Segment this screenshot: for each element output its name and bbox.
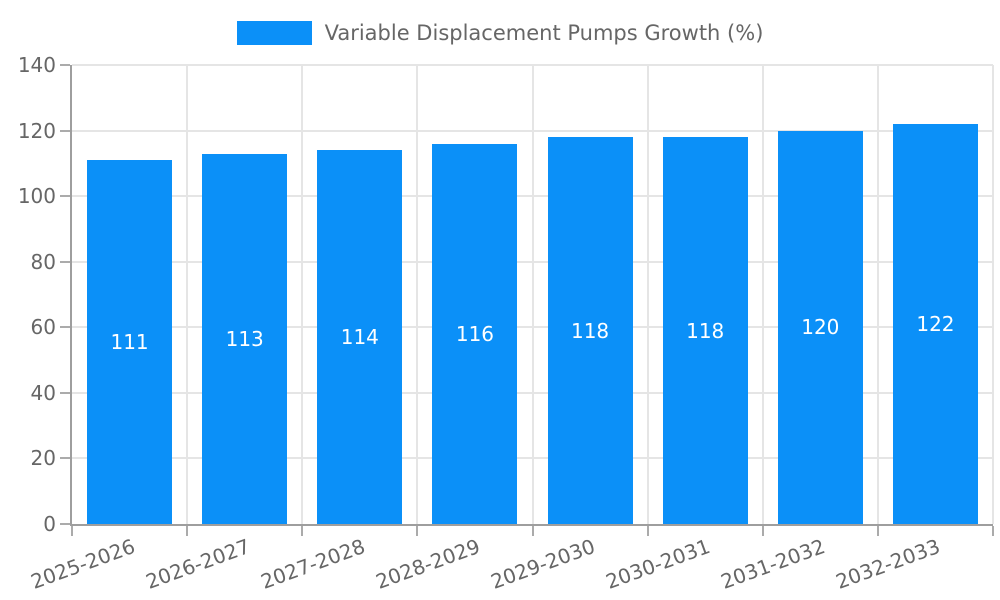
v-gridline xyxy=(301,65,304,524)
v-gridline xyxy=(531,65,534,524)
bar[interactable]: 114 xyxy=(317,150,403,524)
x-axis-label: 2028-2029 xyxy=(372,534,484,594)
x-axis-label: 2027-2028 xyxy=(257,534,369,594)
bar-value-label: 122 xyxy=(916,312,955,336)
x-tick xyxy=(186,526,189,536)
y-axis-label: 80 xyxy=(30,249,56,274)
bar-value-label: 120 xyxy=(801,315,840,340)
y-axis-label: 60 xyxy=(30,315,56,340)
x-axis-label: 2029-2030 xyxy=(487,534,599,594)
bar[interactable]: 118 xyxy=(547,137,633,524)
y-axis-label: 120 xyxy=(17,118,56,143)
y-tick xyxy=(60,64,70,66)
x-tick xyxy=(876,526,879,536)
bar-value-label: 118 xyxy=(686,318,725,343)
y-tick xyxy=(60,129,70,132)
x-tick xyxy=(71,526,73,536)
bar[interactable]: 118 xyxy=(662,137,748,524)
bar[interactable]: 116 xyxy=(432,143,518,524)
x-tick xyxy=(761,526,764,536)
bar-value-label: 113 xyxy=(225,326,264,351)
x-tick xyxy=(992,526,994,536)
bar[interactable]: 113 xyxy=(202,153,288,524)
y-axis-label: 20 xyxy=(30,446,56,471)
chart-legend[interactable]: Variable Displacement Pumps Growth (%) xyxy=(0,21,1000,45)
y-axis-label: 0 xyxy=(43,512,56,536)
y-axis-label: 140 xyxy=(17,53,56,77)
x-axis-label: 2031-2032 xyxy=(717,534,829,594)
y-tick xyxy=(60,391,70,394)
x-axis-label: 2025-2026 xyxy=(27,534,138,594)
bar[interactable]: 122 xyxy=(892,124,978,524)
y-tick xyxy=(60,260,70,263)
legend-series-label: Variable Displacement Pumps Growth (%) xyxy=(324,21,764,45)
bar-value-label: 116 xyxy=(455,321,495,346)
plot-area: 0 20 40 60 80 100 120 140 111 2025-2026 113 2026-20… xyxy=(18,53,994,594)
v-gridline xyxy=(646,65,649,524)
bar-value-label: 114 xyxy=(340,325,379,350)
v-gridline xyxy=(186,65,189,524)
bar-value-label: 118 xyxy=(570,318,610,343)
y-tick xyxy=(60,195,70,198)
bar-value-label: 111 xyxy=(110,330,149,355)
y-axis-label: 40 xyxy=(30,380,56,405)
y-tick xyxy=(60,326,70,329)
x-tick xyxy=(416,526,419,536)
y-tick xyxy=(60,457,70,460)
v-gridline xyxy=(876,65,879,524)
x-tick xyxy=(531,526,534,536)
v-gridline xyxy=(761,65,764,524)
bar[interactable]: 120 xyxy=(777,130,863,524)
x-axis-label: 2030-2031 xyxy=(602,534,714,594)
x-axis-label: 2032-2033 xyxy=(832,534,944,594)
legend-swatch xyxy=(236,21,312,45)
y-axis-label: 100 xyxy=(17,184,56,209)
bar[interactable]: 111 xyxy=(87,160,173,524)
v-gridline xyxy=(416,65,419,524)
y-tick xyxy=(60,523,70,525)
x-axis-label: 2026-2027 xyxy=(142,534,253,594)
x-tick xyxy=(646,526,649,536)
x-tick xyxy=(301,526,304,536)
v-gridline xyxy=(992,65,994,524)
